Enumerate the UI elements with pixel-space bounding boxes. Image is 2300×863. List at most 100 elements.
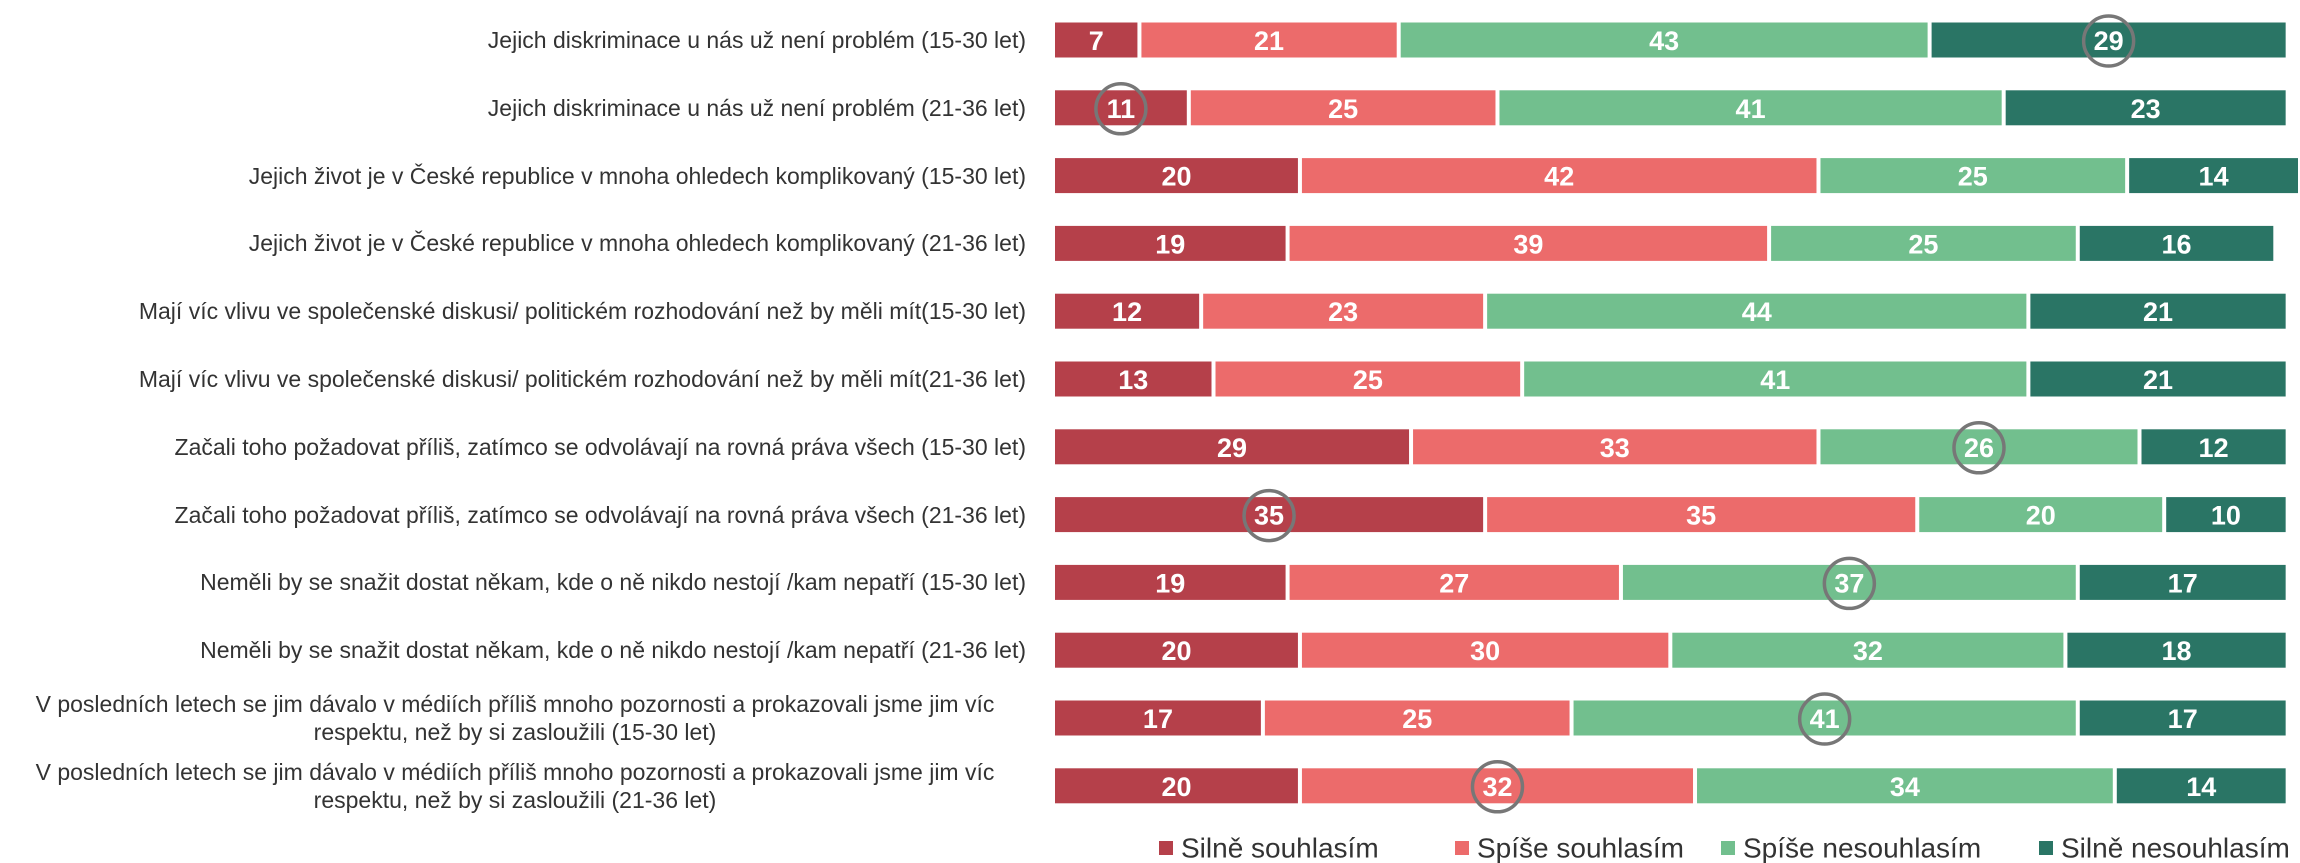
bar-segment — [2030, 361, 2286, 397]
category-label: Začali toho požadovat příliš, zatímco se… — [174, 501, 1026, 528]
value-label: 16 — [2162, 229, 2192, 259]
value-label: 35 — [1254, 501, 1284, 531]
highlight-circle — [1470, 760, 1525, 814]
bar-segment — [2079, 700, 2286, 736]
bar-segment — [1820, 158, 2126, 194]
value-label: 12 — [2199, 433, 2229, 463]
legend-label: Spíše nesouhlasím — [1743, 833, 1981, 863]
value-label: 14 — [2199, 162, 2229, 192]
highlight-circle — [1797, 692, 1852, 746]
bar-segment — [1055, 293, 1200, 329]
value-label: 23 — [2131, 94, 2161, 124]
bar-segment — [1931, 22, 2286, 58]
bar-segment — [2067, 632, 2286, 668]
value-label: 25 — [1908, 229, 1938, 259]
value-label: 19 — [1155, 568, 1185, 598]
category-label: Neměli by se snažit dostat někam, kde o … — [200, 637, 1026, 664]
value-label: 12 — [1112, 297, 1142, 327]
bar-segment — [1301, 158, 1817, 194]
bar-segment — [1190, 90, 1496, 126]
bar-segment — [1573, 700, 2076, 736]
value-label: 27 — [1439, 568, 1469, 598]
bar-segment — [1499, 90, 2002, 126]
value-label: 25 — [1328, 94, 1358, 124]
bar-segment — [1055, 497, 1484, 533]
bar-segment — [2129, 158, 2298, 194]
value-label: 41 — [1736, 94, 1766, 124]
category-label: Začali toho požadovat příliš, zatímco se… — [174, 433, 1026, 460]
legend-label: Spíše souhlasím — [1477, 833, 1684, 863]
category-label: Jejich život je v České republice v mnoh… — [248, 230, 1026, 257]
value-label: 35 — [1686, 501, 1716, 531]
value-label: 39 — [1513, 229, 1543, 259]
value-label: 20 — [1161, 636, 1191, 666]
value-label: 30 — [1470, 636, 1500, 666]
value-label: 20 — [1161, 162, 1191, 192]
value-label: 37 — [1834, 568, 1864, 598]
bar-segment — [1771, 225, 2076, 261]
bar-segment — [1487, 497, 1916, 533]
bar-segment — [1055, 429, 1410, 465]
value-label: 32 — [1482, 772, 1512, 802]
value-label: 29 — [2094, 26, 2124, 56]
category-label: V posledních letech se jim dávalo v médi… — [35, 758, 995, 813]
value-label: 10 — [2211, 501, 2241, 531]
value-label: 32 — [1853, 636, 1883, 666]
bar-segment — [1487, 293, 2027, 329]
bar-segment — [1055, 22, 1138, 58]
bar-segment — [2005, 90, 2286, 126]
bar-segment — [1289, 564, 1619, 600]
bar-segment — [2079, 564, 2286, 600]
value-label: 42 — [1544, 162, 1574, 192]
bar-segment — [2079, 225, 2274, 261]
bar-segment — [1622, 564, 2076, 600]
category-label: V posledních letech se jim dávalo v médi… — [35, 691, 995, 745]
legend-label: Silně nesouhlasím — [2061, 833, 2290, 863]
bar-segment — [1055, 632, 1298, 668]
bar-segment — [2141, 429, 2286, 465]
value-label: 21 — [2143, 297, 2173, 327]
bar-segment — [1413, 429, 1817, 465]
bar-segment — [1820, 429, 2138, 465]
value-label: 29 — [1217, 433, 1247, 463]
category-label: Neměli by se snažit dostat někam, kde o … — [200, 569, 1026, 596]
value-label: 11 — [1107, 94, 1136, 124]
value-label: 25 — [1402, 704, 1432, 734]
value-label: 17 — [1143, 704, 1173, 734]
value-label: 17 — [2168, 568, 2198, 598]
highlight-circle — [1822, 556, 1877, 611]
bar-segment — [1141, 22, 1397, 58]
bar-segment — [1524, 361, 2027, 397]
bar-segment — [1289, 225, 1768, 261]
value-label: 41 — [1810, 704, 1840, 734]
value-label: 20 — [1161, 772, 1191, 802]
bar-segment — [1264, 700, 1570, 736]
value-label: 34 — [1890, 772, 1920, 802]
bar-segment — [2166, 497, 2286, 533]
legend-label: Silně souhlasím — [1181, 833, 1379, 863]
legend-swatch — [1455, 841, 1469, 855]
highlight-circle — [1094, 82, 1148, 136]
value-label: 26 — [1964, 433, 1994, 463]
legend-swatch — [1721, 841, 1735, 855]
bar-segment — [1672, 632, 2064, 668]
bar-segment — [1919, 497, 2163, 533]
value-label: 18 — [2162, 636, 2192, 666]
bar-segment — [1215, 361, 1521, 397]
value-label: 23 — [1328, 297, 1358, 327]
value-label: 44 — [1742, 297, 1772, 327]
highlight-circle — [2081, 14, 2136, 68]
bar-segment — [1301, 768, 1694, 804]
bar-segment — [1055, 90, 1187, 126]
category-label: Mají víc vlivu ve společenské diskusi/ p… — [138, 366, 1026, 392]
bar-segment — [1055, 361, 1212, 397]
value-label: 17 — [2168, 704, 2198, 734]
highlight-circle — [1952, 421, 2006, 475]
bar-segment — [1203, 293, 1484, 329]
bar-segment — [1055, 700, 1261, 736]
value-label: 43 — [1649, 26, 1679, 56]
bar-segment — [1301, 632, 1669, 668]
value-label: 21 — [2143, 365, 2173, 395]
